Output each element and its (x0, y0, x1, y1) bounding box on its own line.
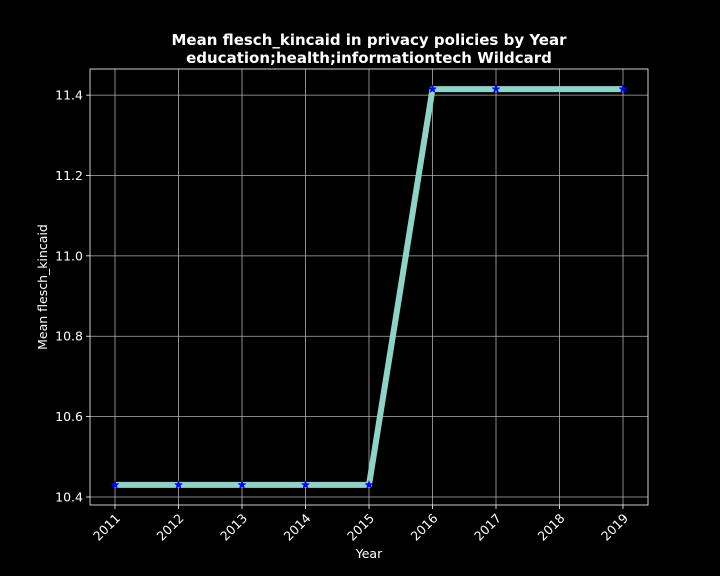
data-point-marker (427, 84, 438, 94)
series-layer (110, 84, 628, 489)
x-tick-label: 2012 (154, 511, 187, 544)
chart-title: Mean flesch_kincaid in privacy policies … (171, 31, 567, 49)
y-tick-label: 11.0 (55, 248, 83, 263)
y-tick-label: 11.2 (55, 168, 83, 183)
data-point-marker (110, 479, 120, 489)
x-axis-label: Year (355, 546, 383, 561)
axis-ticks: 2011 2012 2013 2014 2015 2016 2017 2018 2019 10.4… (55, 88, 631, 544)
x-tick-label: 2011 (90, 511, 123, 544)
x-tick-label: 2013 (217, 511, 250, 544)
y-tick-label: 10.6 (55, 409, 83, 424)
data-point-marker (173, 479, 184, 489)
x-tick-label: 2019 (598, 510, 631, 543)
y-tick-label: 10.4 (55, 489, 83, 504)
data-point-marker (364, 479, 374, 489)
grid-lines (90, 69, 648, 505)
x-tick-label: 2016 (408, 510, 441, 543)
x-tick-label: 2017 (471, 511, 504, 544)
y-tick-label: 10.8 (55, 329, 83, 344)
x-tick-label: 2015 (344, 511, 377, 544)
plot-area-frame (89, 68, 649, 506)
x-tick-label: 2018 (535, 510, 568, 543)
data-point-marker (300, 479, 311, 489)
chart-subtitle: education;health;informationtech Wildcar… (186, 49, 552, 67)
y-tick-label: 11.4 (55, 88, 83, 103)
y-axis-label: Mean flesch_kincaid (35, 224, 50, 350)
series-line (115, 86, 623, 488)
data-point-marker (237, 479, 247, 489)
data-point-marker (618, 84, 628, 94)
x-tick-label: 2014 (281, 510, 314, 543)
data-point-marker (491, 84, 501, 94)
